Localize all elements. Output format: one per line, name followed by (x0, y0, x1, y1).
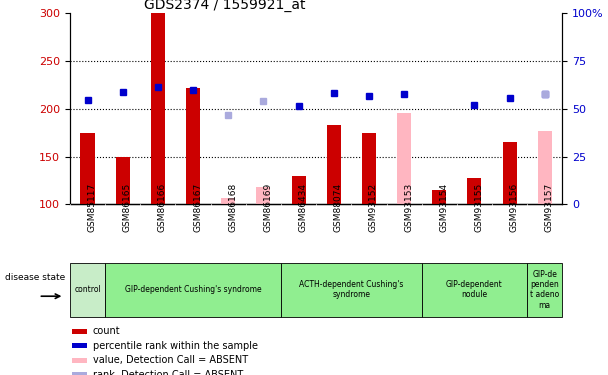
Text: GSM93153: GSM93153 (404, 183, 413, 232)
FancyBboxPatch shape (70, 262, 105, 317)
Text: percentile rank within the sample: percentile rank within the sample (93, 341, 258, 351)
Text: GIP-dependent
nodule: GIP-dependent nodule (446, 280, 503, 299)
FancyBboxPatch shape (527, 262, 562, 317)
Text: GSM88074: GSM88074 (334, 183, 343, 232)
Bar (291, 176, 306, 204)
Text: rank, Detection Call = ABSENT: rank, Detection Call = ABSENT (93, 370, 243, 375)
FancyBboxPatch shape (281, 262, 422, 317)
Text: GSM86167: GSM86167 (193, 183, 202, 232)
Bar (72, 372, 87, 375)
Bar (72, 358, 87, 363)
Bar (468, 178, 482, 204)
Text: GSM86165: GSM86165 (123, 183, 132, 232)
FancyBboxPatch shape (105, 262, 281, 317)
Text: GSM86434: GSM86434 (299, 183, 308, 232)
Text: disease state: disease state (5, 273, 65, 282)
Text: GSM93156: GSM93156 (510, 183, 519, 232)
Text: GIP-dependent Cushing's syndrome: GIP-dependent Cushing's syndrome (125, 285, 261, 294)
Bar (362, 133, 376, 204)
Text: GSM93157: GSM93157 (545, 183, 554, 232)
Text: GDS2374 / 1559921_at: GDS2374 / 1559921_at (143, 0, 305, 12)
Bar (257, 187, 271, 204)
Bar (432, 190, 446, 204)
Text: GSM86169: GSM86169 (263, 183, 272, 232)
Bar (326, 125, 340, 204)
Bar (116, 157, 130, 204)
Bar (503, 142, 517, 204)
Bar (80, 133, 94, 204)
Text: count: count (93, 326, 120, 336)
Bar (151, 13, 165, 204)
Bar (221, 198, 235, 204)
Text: GSM86166: GSM86166 (158, 183, 167, 232)
Bar (397, 112, 411, 204)
Bar (537, 131, 552, 204)
Bar (186, 88, 200, 204)
Text: value, Detection Call = ABSENT: value, Detection Call = ABSENT (93, 356, 248, 366)
Bar (72, 329, 87, 334)
Text: GSM93152: GSM93152 (369, 183, 378, 232)
Text: GSM85117: GSM85117 (88, 183, 97, 232)
Bar (72, 344, 87, 348)
Text: GSM93155: GSM93155 (474, 183, 483, 232)
Text: GSM86168: GSM86168 (228, 183, 237, 232)
Text: GSM93154: GSM93154 (439, 183, 448, 232)
Text: control: control (74, 285, 101, 294)
FancyBboxPatch shape (422, 262, 527, 317)
Text: GIP-de
penden
t adeno
ma: GIP-de penden t adeno ma (530, 270, 559, 310)
Text: ACTH-dependent Cushing's
syndrome: ACTH-dependent Cushing's syndrome (299, 280, 404, 299)
